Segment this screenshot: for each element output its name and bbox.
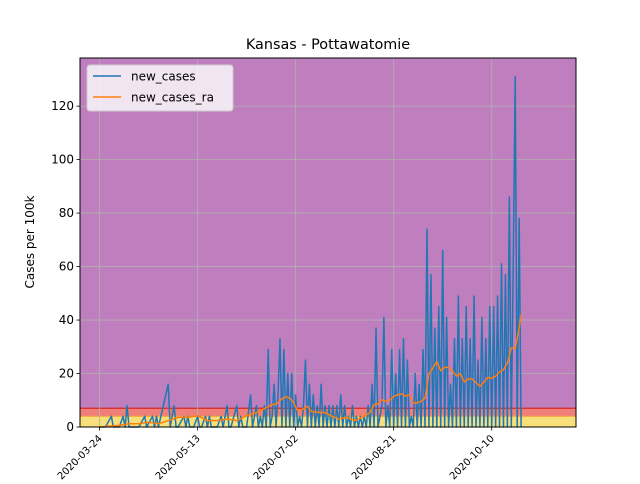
legend: new_cases new_cases_ra <box>86 64 234 112</box>
x-tick-label: 2020-03-24 <box>56 433 105 480</box>
grid-lines <box>80 58 576 428</box>
legend-label-new_cases: new_cases <box>131 70 196 84</box>
y-tick-label: 80 <box>59 206 74 220</box>
y-tick-label: 120 <box>51 99 74 113</box>
y-axis-label: Cases per 100k <box>23 195 37 288</box>
legend-label-new_cases_ra: new_cases_ra <box>131 91 214 105</box>
x-tick-label: 2020-08-21 <box>350 433 399 480</box>
y-axis-ticks: 0 20 40 60 80 100 120 <box>51 99 80 434</box>
plot-frame <box>79 57 577 428</box>
x-tick-label: 2020-05-13 <box>154 433 203 480</box>
chart-title: Kansas - Pottawatomie <box>246 37 410 53</box>
threshold-bands <box>80 58 576 427</box>
y-tick-label: 100 <box>51 153 74 167</box>
x-tick-label: 2020-10-10 <box>448 433 497 480</box>
series-line-new_cases_ra <box>99 314 522 428</box>
y-tick-label: 40 <box>59 313 74 327</box>
y-tick-label: 60 <box>59 260 74 274</box>
y-tick-label: 20 <box>59 367 74 381</box>
y-tick-label: 0 <box>66 420 74 434</box>
x-tick-label: 2020-07-02 <box>252 433 301 480</box>
x-axis-ticks: 2020-03-24 2020-05-13 2020-07-02 2020-08-21… <box>56 427 497 482</box>
legend-box <box>86 64 234 112</box>
